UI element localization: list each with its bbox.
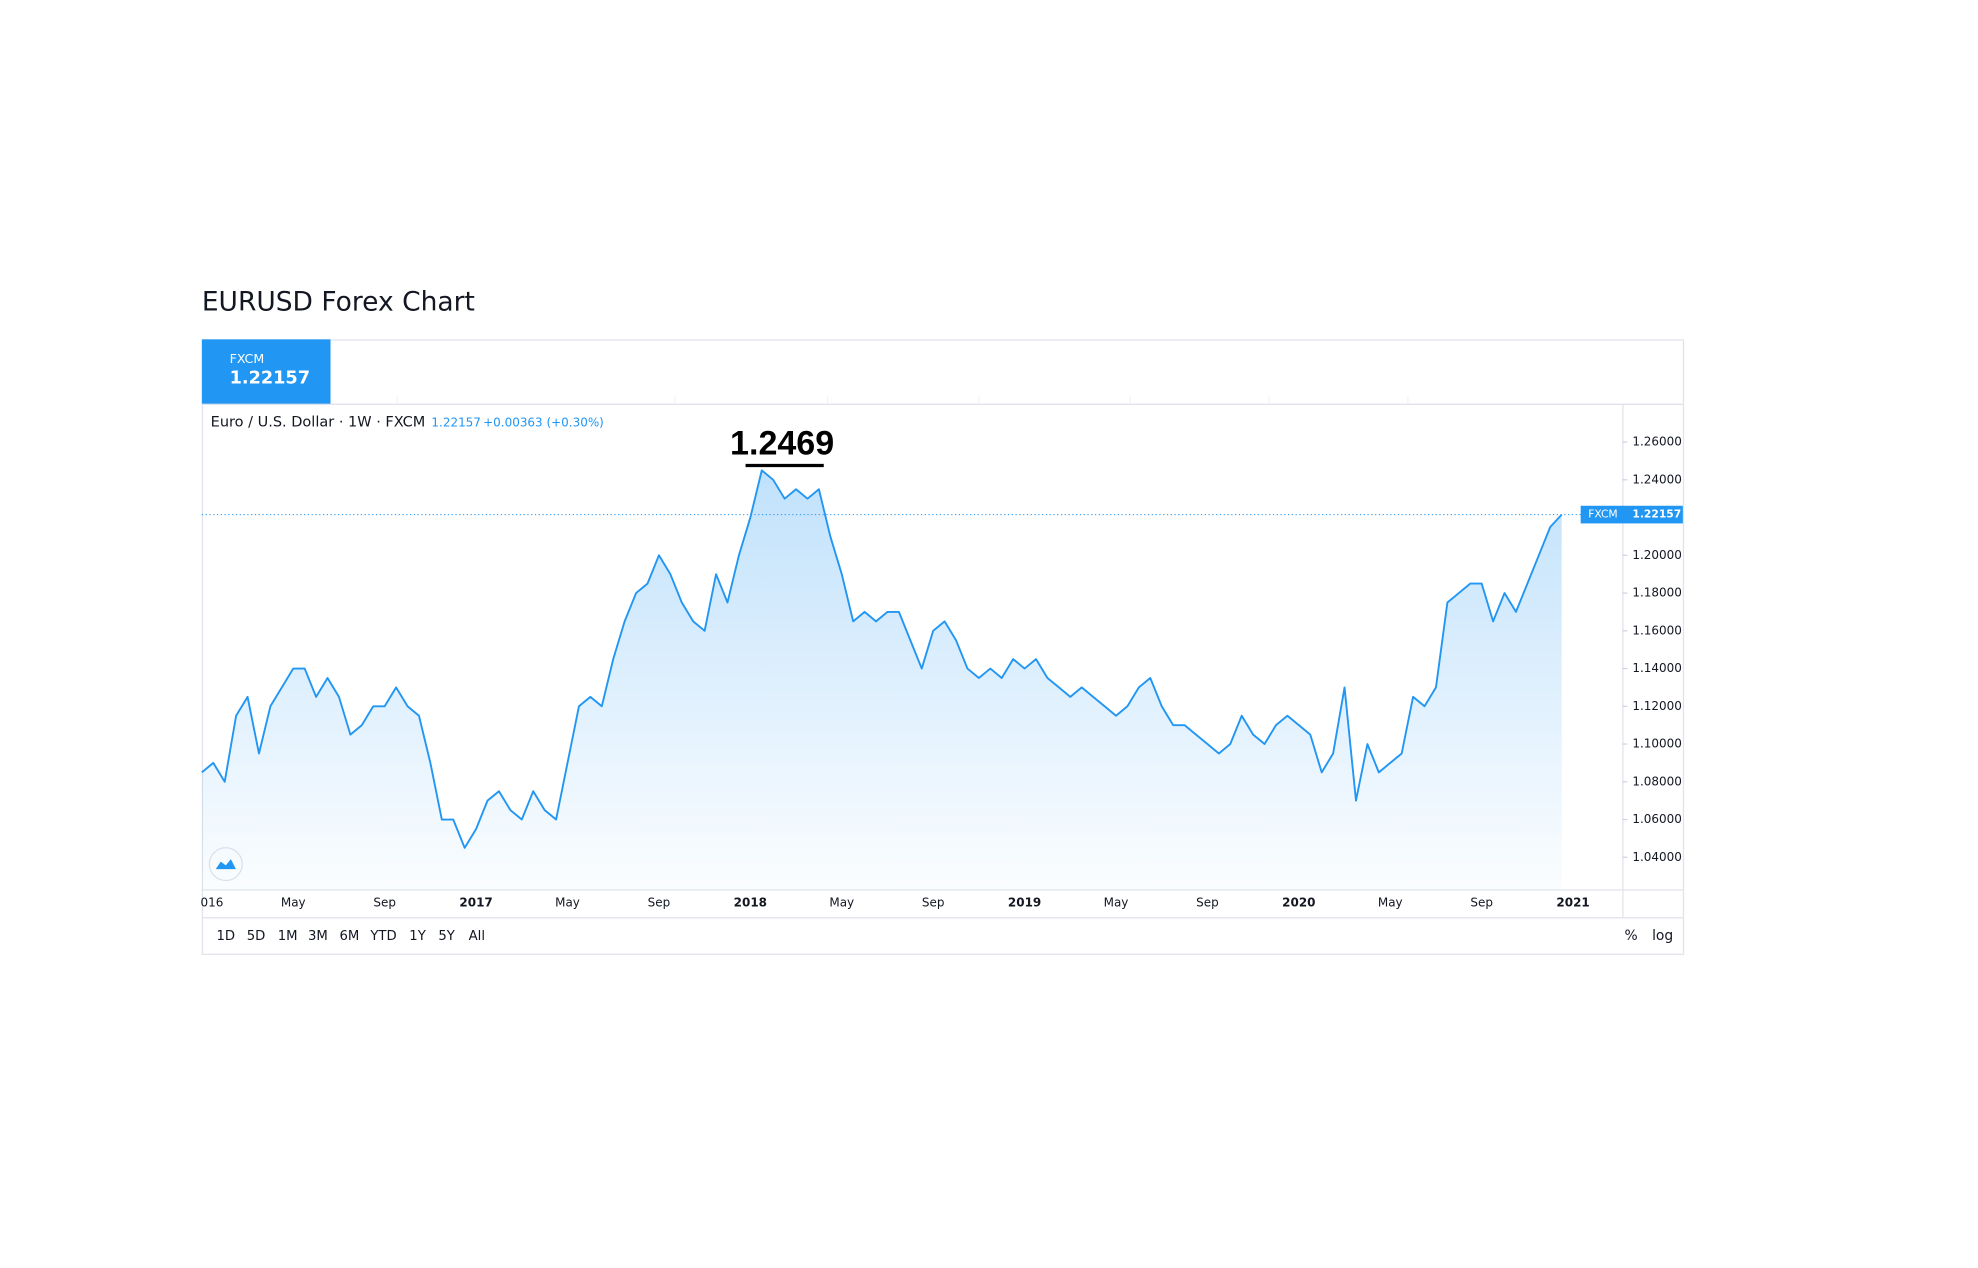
x-tick-label: May	[555, 896, 580, 910]
y-tick-label: 1.26000	[1632, 435, 1682, 449]
x-tick-label: May	[1378, 896, 1403, 910]
last-price-tag	[1580, 505, 1683, 524]
y-tick-label: 1.10000	[1632, 737, 1682, 751]
range-button[interactable]: 1M	[278, 929, 298, 944]
y-tick-label: 1.06000	[1632, 812, 1682, 826]
x-tick-label: 2020	[1282, 896, 1315, 910]
range-button[interactable]: 3M	[308, 929, 328, 944]
symbol-tab[interactable]	[201, 339, 331, 404]
header-ticks	[396, 396, 1409, 404]
x-tick-label: Sep	[1196, 896, 1219, 910]
x-tick-label: Sep	[373, 896, 396, 910]
x-tick-label: 2018	[734, 896, 767, 910]
scale-button[interactable]: %	[1625, 928, 1638, 944]
peak-annotation: 1.2469	[730, 424, 834, 462]
last-price-label: 1.22157	[1632, 508, 1681, 521]
legend-symbol: Euro / U.S. Dollar · 1W · FXCM	[211, 415, 426, 431]
x-tick-label: Sep	[1470, 896, 1493, 910]
x-tick-label: May	[829, 896, 854, 910]
range-button[interactable]: 5Y	[438, 929, 455, 944]
tab-source: FXCM	[230, 351, 265, 366]
y-tick-label: 1.12000	[1632, 699, 1682, 713]
y-tick-label: 1.24000	[1632, 472, 1682, 486]
x-tick-label: 016	[201, 896, 224, 910]
range-button[interactable]: All	[469, 929, 485, 944]
range-button[interactable]: 1D	[216, 929, 235, 944]
y-tick-label: 1.16000	[1632, 623, 1682, 637]
x-tick-label: Sep	[922, 896, 945, 910]
x-tick-label: 2021	[1556, 896, 1589, 910]
x-tick-label: 2017	[459, 896, 492, 910]
range-button[interactable]: 1Y	[409, 929, 426, 944]
y-tick-label: 1.08000	[1632, 774, 1682, 788]
tab-price: 1.22157	[230, 368, 310, 388]
range-button[interactable]: 5D	[247, 929, 266, 944]
x-tick-label: May	[1104, 896, 1129, 910]
last-price-source: FXCM	[1588, 508, 1617, 521]
y-tick-label: 1.04000	[1632, 850, 1682, 864]
x-tick-label: May	[281, 896, 306, 910]
legend-price: 1.22157	[431, 416, 481, 430]
range-button[interactable]: YTD	[369, 929, 396, 944]
page-title: EURUSD Forex Chart	[202, 286, 475, 317]
price-line	[201, 469, 1563, 849]
x-tick-label: 2019	[1008, 896, 1041, 910]
scale-button[interactable]: log	[1652, 928, 1673, 944]
x-tick-label: Sep	[648, 896, 671, 910]
y-tick-label: 1.18000	[1632, 586, 1682, 600]
widget-root: EURUSD Forex Chart FXCM 1.22157 Euro / U…	[201, 286, 1685, 955]
y-tick-label: 1.14000	[1632, 661, 1682, 675]
price-area	[201, 470, 1562, 890]
range-button[interactable]: 6M	[340, 929, 360, 944]
y-tick-label: 1.20000	[1632, 548, 1682, 562]
legend-change: +0.00363 (+0.30%)	[483, 416, 604, 430]
